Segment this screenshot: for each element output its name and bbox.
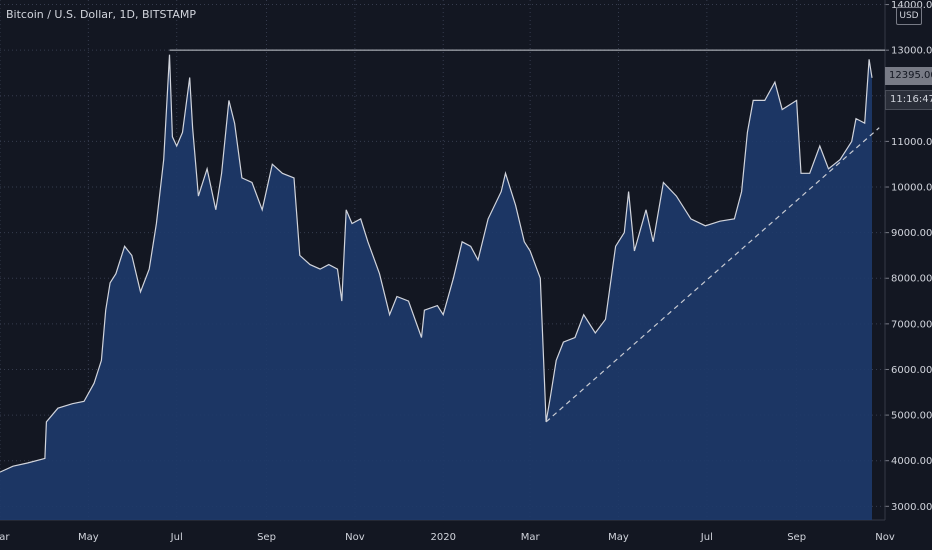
x-tick-label: Sep: [257, 532, 276, 543]
x-tick-label: May: [78, 532, 99, 543]
y-tick-label: 14000.00: [891, 0, 932, 11]
price-area-fill: [0, 54, 872, 520]
x-tick-label: Jul: [700, 532, 713, 543]
x-tick-label: 2020: [430, 532, 455, 543]
y-tick-label: 6000.00: [891, 365, 932, 376]
price-series-line: [0, 54, 873, 473]
trend-line: [545, 127, 880, 423]
y-tick-label: 8000.00: [891, 274, 932, 285]
chart-title: Bitcoin / U.S. Dollar, 1D, BITSTAMP: [6, 8, 196, 21]
y-tick-label: 5000.00: [891, 411, 932, 422]
x-tick-label: Sep: [787, 532, 806, 543]
x-tick-label: Mar: [0, 532, 10, 543]
y-tick-label: 3000.00: [891, 502, 932, 513]
countdown-label: 11:16:47: [885, 90, 932, 110]
last-price-label: 12395.00: [885, 67, 932, 85]
x-tick-label: Jul: [170, 532, 183, 543]
x-tick-label: Nov: [875, 532, 895, 543]
x-tick-label: Nov: [345, 532, 365, 543]
x-tick-label: May: [608, 532, 629, 543]
y-tick-label: 10000.00: [891, 183, 932, 194]
x-tick-label: Mar: [521, 532, 541, 543]
y-tick-label: 7000.00: [891, 319, 932, 330]
currency-button[interactable]: USD: [896, 7, 922, 25]
y-tick-label: 9000.00: [891, 228, 932, 239]
y-tick-label: 11000.00: [891, 137, 932, 148]
y-tick-label: 4000.00: [891, 456, 932, 467]
y-tick-label: 13000.00: [891, 46, 932, 57]
